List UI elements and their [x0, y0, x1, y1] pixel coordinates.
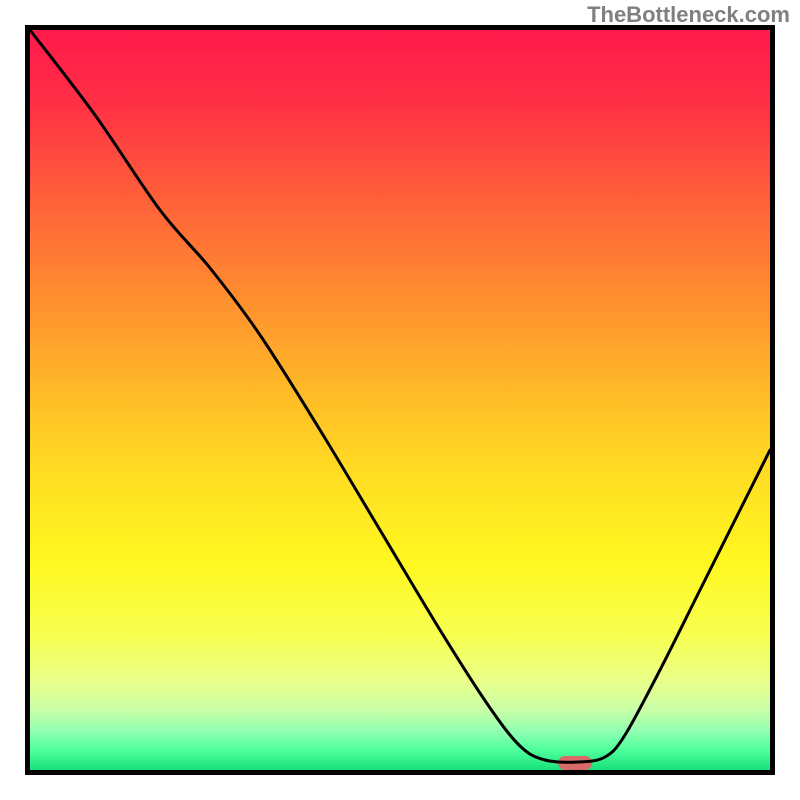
chart-svg	[0, 0, 800, 800]
bottleneck-chart: TheBottleneck.com	[0, 0, 800, 800]
chart-background	[30, 30, 770, 770]
watermark-text: TheBottleneck.com	[587, 2, 790, 28]
